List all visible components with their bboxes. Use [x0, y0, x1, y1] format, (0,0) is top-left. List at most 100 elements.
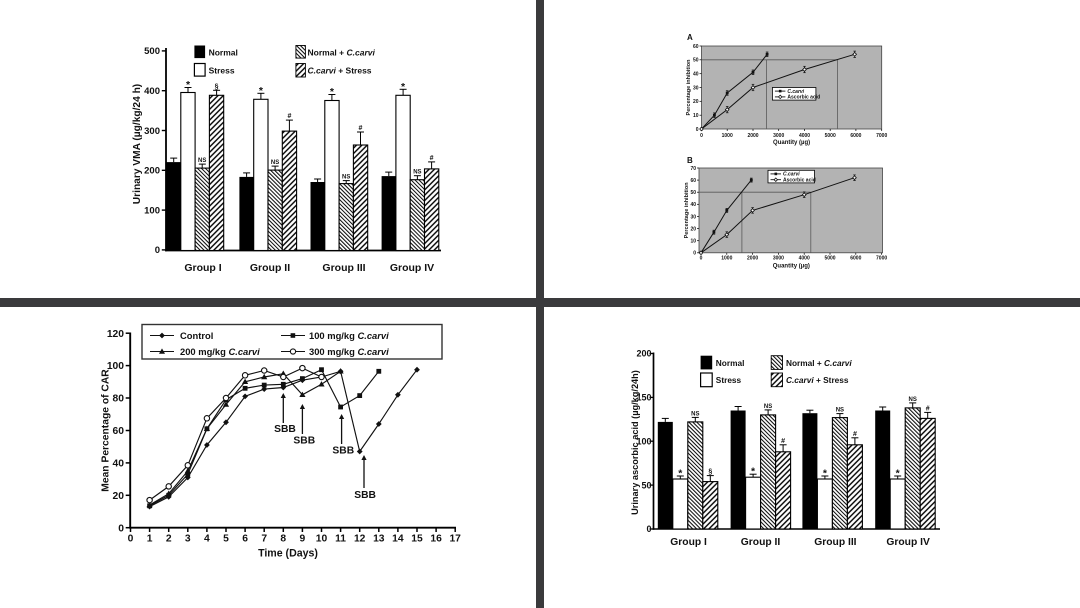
svg-text:40: 40	[693, 72, 699, 78]
svg-text:NS: NS	[342, 175, 350, 181]
svg-text:§: §	[708, 469, 712, 476]
svg-text:3: 3	[185, 534, 191, 545]
svg-text:100 mg/kg C.carvi: 100 mg/kg C.carvi	[309, 330, 389, 341]
svg-text:11: 11	[335, 534, 346, 545]
svg-text:Percentage inhibition: Percentage inhibition	[684, 182, 690, 239]
svg-text:300: 300	[144, 126, 160, 137]
svg-text:B: B	[687, 156, 693, 165]
svg-text:1000: 1000	[722, 133, 733, 139]
svg-text:20: 20	[113, 491, 125, 502]
svg-text:§: §	[215, 83, 219, 90]
svg-text:Normal: Normal	[716, 358, 745, 368]
svg-text:20: 20	[690, 226, 696, 232]
svg-text:70: 70	[690, 166, 696, 172]
svg-text:13: 13	[373, 534, 385, 545]
svg-text:NS: NS	[909, 397, 917, 403]
svg-text:Quantity (µg): Quantity (µg)	[773, 140, 810, 146]
svg-text:60: 60	[113, 426, 125, 437]
svg-text:#: #	[359, 125, 363, 132]
svg-text:15: 15	[411, 534, 423, 545]
svg-text:Group IV: Group IV	[886, 537, 930, 548]
svg-text:Stress: Stress	[716, 375, 742, 385]
svg-text:A: A	[687, 33, 693, 42]
svg-text:C.carvi + Stress: C.carvi + Stress	[308, 66, 372, 76]
svg-text:#: #	[781, 438, 785, 445]
svg-text:0: 0	[693, 251, 696, 257]
svg-text:30: 30	[693, 85, 699, 91]
svg-text:*: *	[823, 468, 828, 480]
svg-text:200 mg/kg C.carvi: 200 mg/kg C.carvi	[180, 346, 260, 357]
svg-text:Normal + C.carvi: Normal + C.carvi	[308, 48, 376, 58]
svg-text:50: 50	[641, 480, 651, 490]
svg-text:9: 9	[300, 534, 306, 545]
svg-text:40: 40	[113, 459, 125, 470]
svg-text:Group II: Group II	[250, 262, 290, 274]
svg-text:150: 150	[636, 393, 651, 403]
svg-text:6: 6	[242, 534, 248, 545]
svg-text:*: *	[186, 79, 191, 91]
svg-text:200: 200	[636, 349, 651, 359]
svg-text:14: 14	[392, 534, 404, 545]
svg-text:Group II: Group II	[741, 537, 781, 548]
svg-text:*: *	[330, 86, 335, 98]
svg-text:0: 0	[118, 523, 124, 534]
svg-text:500: 500	[144, 46, 160, 57]
svg-text:NS: NS	[764, 404, 772, 410]
svg-text:Group I: Group I	[670, 537, 707, 548]
svg-text:SBB: SBB	[354, 490, 376, 501]
svg-text:3000: 3000	[773, 133, 784, 139]
svg-text:Urinary ascorbic acid (µg/kg/2: Urinary ascorbic acid (µg/kg/24h)	[630, 370, 640, 515]
svg-text:12: 12	[354, 534, 366, 545]
svg-text:*: *	[259, 85, 264, 97]
svg-text:400: 400	[144, 86, 160, 97]
svg-text:SBB: SBB	[293, 435, 315, 446]
svg-text:0: 0	[700, 133, 703, 139]
svg-text:100: 100	[636, 436, 651, 446]
svg-text:120: 120	[107, 329, 124, 340]
svg-text:6000: 6000	[850, 133, 861, 139]
svg-text:Group III: Group III	[322, 262, 365, 274]
svg-text:100: 100	[144, 205, 160, 216]
svg-text:60: 60	[690, 178, 696, 184]
svg-text:#: #	[853, 431, 857, 438]
svg-text:Urinary VMA (µg/kg/24 h): Urinary VMA (µg/kg/24 h)	[132, 84, 143, 204]
svg-text:*: *	[678, 468, 683, 480]
svg-text:NS: NS	[271, 160, 279, 166]
svg-text:16: 16	[430, 534, 442, 545]
svg-text:Ascorbic acid: Ascorbic acid	[783, 178, 816, 184]
svg-text:10: 10	[690, 239, 696, 245]
svg-text:Control: Control	[180, 330, 213, 341]
svg-text:Stress: Stress	[209, 66, 235, 76]
svg-text:40: 40	[690, 202, 696, 208]
svg-text:Group IV: Group IV	[390, 262, 434, 274]
svg-text:Mean Percentage of CAR: Mean Percentage of CAR	[101, 369, 112, 492]
svg-text:C.carvi + Stress: C.carvi + Stress	[786, 375, 849, 385]
svg-text:2: 2	[166, 534, 172, 545]
svg-text:6000: 6000	[850, 256, 861, 262]
svg-text:60: 60	[693, 44, 699, 50]
svg-text:50: 50	[693, 58, 699, 64]
svg-text:#: #	[926, 405, 930, 412]
svg-text:*: *	[751, 466, 756, 478]
svg-text:17: 17	[449, 534, 461, 545]
svg-text:#: #	[430, 155, 434, 162]
svg-text:C.carvi: C.carvi	[787, 89, 804, 95]
svg-text:Percentage inhibition: Percentage inhibition	[686, 59, 692, 116]
svg-text:80: 80	[113, 394, 125, 405]
svg-text:4: 4	[204, 534, 210, 545]
svg-text:4000: 4000	[799, 256, 810, 262]
svg-text:50: 50	[690, 190, 696, 196]
svg-text:0: 0	[700, 256, 703, 262]
svg-text:1000: 1000	[721, 256, 732, 262]
svg-text:NS: NS	[836, 408, 844, 414]
svg-text:4000: 4000	[799, 133, 810, 139]
svg-text:*: *	[896, 468, 901, 480]
svg-text:30: 30	[690, 214, 696, 220]
svg-text:7: 7	[261, 534, 267, 545]
svg-text:Normal + C.carvi: Normal + C.carvi	[786, 358, 852, 368]
svg-text:2000: 2000	[747, 133, 758, 139]
svg-text:NS: NS	[691, 411, 699, 417]
svg-text:100: 100	[107, 361, 124, 372]
svg-text:2000: 2000	[747, 256, 758, 262]
svg-text:#: #	[287, 113, 291, 120]
